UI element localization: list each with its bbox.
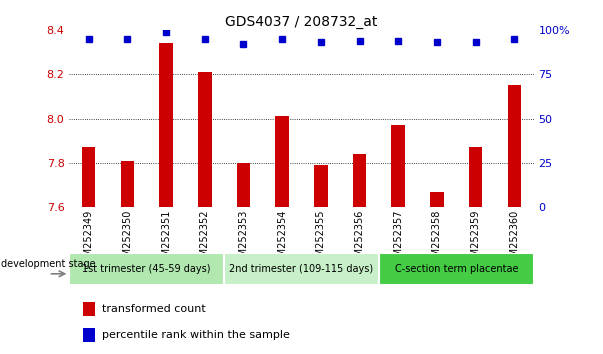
Bar (353, 154, 366, 207)
Bar (314, 165, 327, 207)
Text: GSM252360: GSM252360 (510, 210, 519, 269)
Bar (198, 72, 212, 207)
Bar (224, 253, 379, 285)
Text: GSM252354: GSM252354 (277, 210, 287, 269)
Text: GSM252356: GSM252356 (355, 210, 365, 269)
Text: GSM252349: GSM252349 (84, 210, 93, 269)
Bar (69, 253, 224, 285)
Bar (379, 253, 534, 285)
Bar (430, 192, 444, 207)
Bar (237, 163, 250, 207)
Text: GSM252355: GSM252355 (316, 210, 326, 269)
Title: GDS4037 / 208732_at: GDS4037 / 208732_at (226, 15, 377, 29)
Text: 1st trimester (45-59 days): 1st trimester (45-59 days) (83, 264, 211, 274)
Text: C-section term placentae: C-section term placentae (394, 264, 518, 274)
Bar (82, 147, 95, 207)
Text: GSM252353: GSM252353 (238, 210, 248, 269)
Bar (276, 116, 289, 207)
Text: transformed count: transformed count (102, 304, 206, 314)
Text: 2nd trimester (109-115 days): 2nd trimester (109-115 days) (229, 264, 374, 274)
Bar (159, 44, 173, 207)
Bar (391, 125, 405, 207)
Text: GSM252357: GSM252357 (393, 210, 403, 269)
Text: GSM252352: GSM252352 (200, 210, 210, 269)
Text: development stage: development stage (1, 259, 96, 269)
Text: GSM252358: GSM252358 (432, 210, 442, 269)
Text: GSM252350: GSM252350 (122, 210, 133, 269)
Bar (469, 147, 482, 207)
Bar (508, 85, 521, 207)
Bar (121, 161, 134, 207)
Text: GSM252351: GSM252351 (161, 210, 171, 269)
Text: percentile rank within the sample: percentile rank within the sample (102, 330, 289, 340)
Text: GSM252359: GSM252359 (470, 210, 481, 269)
Bar (83, 302, 95, 316)
Bar (83, 328, 95, 342)
